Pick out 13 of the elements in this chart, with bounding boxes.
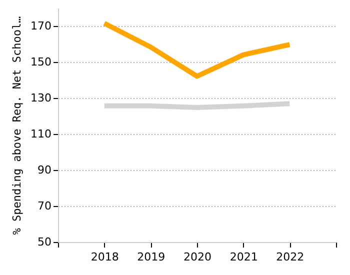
y-tick-label: 90	[38, 164, 52, 176]
x-tick-label: 2022	[276, 250, 304, 264]
x-tick-label: 2020	[184, 250, 212, 264]
x-tick-label: 2021	[230, 250, 258, 264]
y-tick-label: 70	[38, 200, 52, 212]
x-tick-label: 2018	[90, 250, 119, 264]
y-tick-label: 130	[30, 92, 52, 104]
y-tick-label: 150	[30, 56, 52, 68]
x-tick-label: 2019	[137, 250, 166, 264]
y-tick-label: 170	[30, 20, 52, 32]
y-tick-label: 110	[30, 128, 52, 140]
y-tick-label: 50	[38, 236, 52, 248]
y-axis-title: % Spending above Req. Net School…	[10, 16, 24, 235]
